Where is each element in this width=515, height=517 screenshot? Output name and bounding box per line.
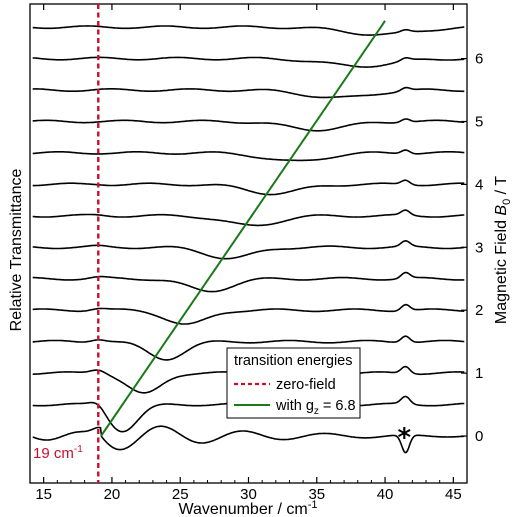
legend-transition-label-prefix: with g [275,398,314,414]
x-tick-label: 15 [35,486,52,503]
right-tick-label: 4 [475,176,483,193]
field-trace [32,179,465,196]
right-axis-label-suffix: / T [493,176,510,199]
x-tick-label: 25 [172,486,189,503]
traces [32,25,465,454]
field-trace [32,149,465,162]
zero-field-annotation-sup: -1 [74,444,83,455]
right-tick-label: 5 [475,114,483,131]
right-axis-ticks: 0 1 2 3 4 5 6 [461,51,483,445]
legend: transition energies zero-field with gz =… [226,347,361,419]
right-axis-label-sub: 0 [501,199,513,205]
legend-transition-label: with gz = 6.8 [275,398,356,417]
zero-field-annotation-text: 19 cm [33,445,74,462]
star-annotation: * [398,423,412,453]
right-tick-label: 2 [475,302,483,319]
field-trace [32,25,465,36]
legend-transition-label-sub: z [314,406,319,417]
transition-line [100,20,386,437]
right-tick-label: 6 [475,51,483,68]
x-axis-ticks: 15 20 25 30 35 40 45 [29,4,468,503]
field-trace [32,118,465,132]
right-axis-label-symbol: B [493,205,510,216]
field-trace [32,303,465,325]
left-axis-label: Relative Transmittance [8,169,25,332]
x-tick-label: 30 [240,486,257,503]
field-trace [32,335,465,361]
right-axis-label-prefix: Magnetic Field [493,216,510,325]
x-tick-label: 20 [104,486,121,503]
right-tick-label: 1 [475,365,483,382]
legend-transition-label-suffix: = 6.8 [319,398,356,414]
legend-title: transition energies [234,353,353,369]
right-axis-label: Magnetic Field B0 / T [493,176,513,324]
x-axis-label-sup: -1 [308,499,318,511]
zero-field-annotation: 19 cm-1 [33,444,83,462]
x-tick-label: 35 [308,486,325,503]
field-trace [32,425,465,454]
x-tick-label: 45 [445,486,462,503]
field-trace [32,271,465,293]
right-tick-label: 0 [475,428,483,445]
x-axis-label-text: Wavenumber / cm [179,501,308,517]
x-tick-label: 40 [377,486,394,503]
right-tick-label: 3 [475,239,483,256]
field-trace [32,86,465,99]
field-trace [32,209,465,227]
field-trace [32,239,465,260]
field-trace [32,56,465,68]
legend-zero-field-label: zero-field [276,377,336,393]
x-axis-label: Wavenumber / cm-1 [179,499,318,517]
